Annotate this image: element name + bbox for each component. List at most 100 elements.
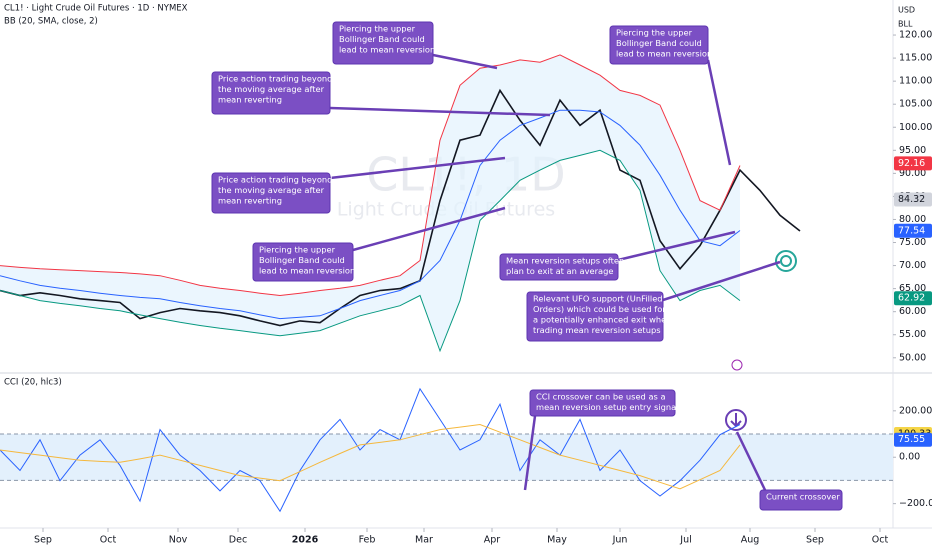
annotation-arrow [662, 260, 781, 302]
price-tag-label: 77.54 [898, 225, 925, 236]
y-tick-label: −200.00 [899, 498, 932, 509]
annotation-arrow [735, 431, 767, 491]
annotation-text: lead to mean reversion [339, 45, 435, 55]
x-tick-label: Oct [872, 535, 889, 546]
x-tick-label: 2026 [292, 535, 319, 546]
annotation-text: plan to exit at an average [506, 266, 614, 276]
lightning-icon [731, 359, 743, 371]
y-tick-label: 105.00 [899, 99, 932, 110]
indicator-header: BB (20, SMA, close, 2) [4, 17, 98, 27]
y-tick-label: 100.00 [899, 122, 932, 133]
price-tag [894, 156, 932, 171]
annotation-text: mean reverting [218, 95, 282, 105]
x-tick-label: Apr [484, 535, 501, 546]
annotation-arrow [432, 53, 498, 70]
annotation-text: mean reversion setup entry signal [536, 402, 679, 412]
annotation-text: a potentially enhanced exit when [533, 315, 672, 325]
annotation-text: Price action trading beyond [218, 74, 332, 84]
y-tick-label: 90.00 [899, 168, 926, 179]
y-tick-label: 75.00 [899, 237, 926, 248]
price-tag-label: 84.32 [898, 194, 925, 205]
y-tick-label: 65.00 [899, 283, 926, 294]
annotation-box [211, 71, 331, 115]
y-tick-label: 80.00 [899, 214, 926, 225]
annotation-arrow [329, 106, 551, 117]
symbol-header: CL1! · Light Crude Oil Futures · 1D · NY… [4, 4, 188, 14]
annotation-text: Piercing the upper [259, 245, 336, 255]
price-tag-label: 62.92 [898, 293, 925, 304]
x-tick-label: Feb [359, 535, 376, 546]
price-tag-label: 75.55 [898, 434, 925, 445]
annotation-arrow [706, 59, 732, 166]
annotation-text: Orders) which could be used for [533, 304, 666, 314]
x-tick-label: Sep [34, 535, 52, 546]
annotation-box [499, 253, 619, 281]
annotation-text: Relevant UFO support (UnFilled [533, 294, 663, 304]
x-tick-label: Oct [100, 535, 117, 546]
annotation-text: Piercing the upper [339, 24, 416, 34]
annotation-text: trading mean reversion setups [533, 325, 661, 335]
annotation-text: Current crossover [766, 492, 840, 502]
annotation-arrow [617, 230, 736, 262]
cci-band [0, 434, 893, 481]
annotation-text: Bollinger Band could [259, 255, 345, 265]
price-tag [894, 192, 932, 207]
price-tag [894, 432, 932, 447]
target-icon [775, 250, 797, 272]
y-tick-label: 95.00 [899, 145, 926, 156]
annotation-arrow [523, 415, 537, 491]
y-tick-label: 200.00 [899, 405, 932, 416]
series-line [0, 423, 741, 490]
icons [725, 250, 797, 431]
y-tick-label: 120.00 [899, 30, 932, 41]
series-line [0, 387, 741, 513]
annotation-box [526, 291, 664, 342]
y-tick-label: 0.00 [899, 452, 920, 463]
annotation-text: Bollinger Band could [339, 34, 425, 44]
x-tick-label: Jun [612, 535, 628, 546]
annotation-box [759, 489, 843, 511]
series-line [0, 109, 741, 320]
annotation-text: CCI crossover can be used as a [536, 392, 666, 402]
annotation-text: Bollinger Band could [616, 38, 702, 48]
annotation-text: the moving average after [218, 84, 325, 94]
annotation-box [609, 25, 709, 65]
y-tick-label: 55.00 [899, 329, 926, 340]
x-tick-label: Sep [806, 535, 824, 546]
annotation-box [332, 21, 434, 65]
price-tag-label: 92.16 [898, 158, 925, 169]
annotation-text: mean reverting [218, 196, 282, 206]
price-tag [894, 223, 932, 238]
y-tick-label: 115.00 [899, 53, 932, 64]
annotation-text: lead to mean reversion [616, 49, 712, 59]
price-tag [894, 291, 932, 306]
y-tick-label: 110.00 [899, 76, 932, 87]
x-tick-label: Nov [169, 535, 188, 546]
bollinger-fill [0, 54, 740, 351]
y-tick-label: 50.00 [899, 352, 926, 363]
annotation-text: Piercing the upper [616, 28, 693, 38]
annotation-text: Mean reversion setups often [506, 256, 624, 266]
series-line [0, 54, 741, 297]
annotation-text: Price action trading beyond [218, 175, 332, 185]
annotation-box [252, 242, 354, 282]
currency: USD [898, 6, 915, 15]
annotation-box [529, 389, 676, 417]
annotation-arrow [329, 156, 506, 180]
y-tick-label: 70.00 [899, 260, 926, 271]
y-tick-label: 60.00 [899, 306, 926, 317]
annotation-arrow [352, 206, 506, 252]
x-tick-label: Jul [679, 535, 691, 546]
x-tick-label: Mar [415, 535, 433, 546]
annotation-box [211, 172, 331, 214]
x-tick-label: Dec [229, 535, 247, 546]
x-tick-label: May [547, 535, 567, 546]
annotation-text: the moving average after [218, 185, 325, 195]
target-icon-inner [780, 255, 792, 267]
annotation-text: lead to mean reversion [259, 266, 355, 276]
cci-header: CCI (20, hlc3) [4, 378, 62, 388]
badge: BLL [898, 20, 913, 29]
x-tick-label: Aug [741, 535, 760, 546]
series-line [0, 149, 741, 353]
